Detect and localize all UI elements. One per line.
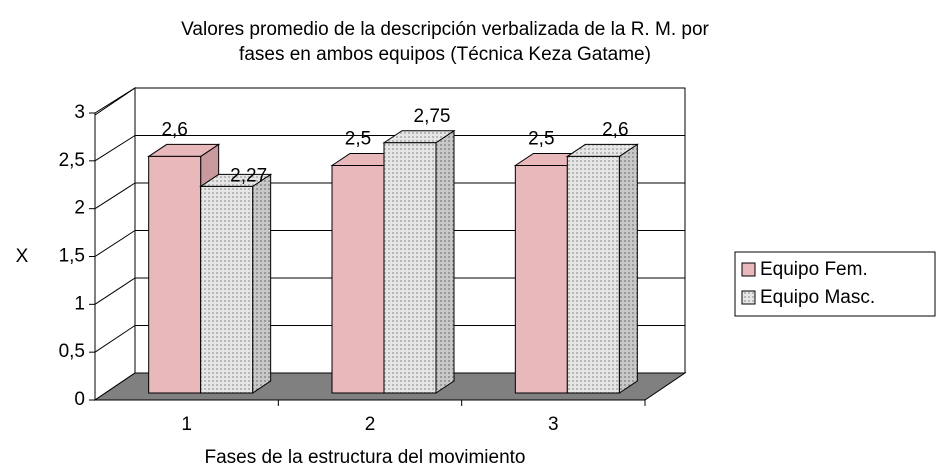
- x-tick-label: 3: [548, 414, 559, 435]
- y-tick-label: 2: [74, 198, 85, 219]
- bar-side: [435, 129, 455, 394]
- legend-box: [734, 251, 936, 317]
- grid-line: [94, 87, 136, 114]
- y-tick-label: 1: [74, 293, 85, 314]
- data-label: 2,5: [528, 129, 554, 150]
- legend-swatch: [741, 262, 756, 277]
- grid-line: [94, 135, 136, 162]
- legend-label: Equipo Masc.: [760, 287, 875, 308]
- bar: [200, 185, 254, 394]
- data-label: 2,6: [602, 119, 628, 140]
- grid-line: [94, 277, 136, 305]
- bar: [514, 165, 568, 394]
- bar-side: [618, 143, 638, 394]
- chart-title: fases en ambos equipos (Técnica Keza Gat…: [239, 44, 651, 65]
- y-axis-label: X: [16, 246, 29, 267]
- bar-side: [252, 173, 272, 394]
- grid-line: [94, 182, 136, 210]
- legend-swatch: [741, 290, 756, 305]
- x-axis-label: Fases de la estructura del movimiento: [204, 447, 525, 467]
- y-tick-label: 1,5: [59, 246, 85, 267]
- y-tick-label: 3: [74, 102, 85, 123]
- data-label: 2,6: [161, 119, 187, 140]
- bar: [566, 155, 620, 394]
- grid-line: [94, 230, 136, 257]
- data-label: 2,5: [345, 129, 371, 150]
- y-tick-label: 0: [74, 389, 85, 410]
- grid-line: [94, 325, 136, 353]
- data-label: 2,27: [230, 165, 267, 186]
- chart-title: Valores promedio de la descripción verba…: [181, 19, 709, 40]
- x-tick-label: 2: [365, 414, 376, 435]
- bar: [148, 155, 202, 394]
- bar: [331, 165, 385, 394]
- bar: [383, 142, 437, 394]
- y-tick-label: 0,5: [59, 341, 85, 362]
- data-label: 2,75: [414, 106, 451, 127]
- x-tick-label: 1: [181, 414, 192, 435]
- legend-label: Equipo Fem.: [760, 259, 868, 280]
- y-tick-label: 2,5: [59, 150, 85, 171]
